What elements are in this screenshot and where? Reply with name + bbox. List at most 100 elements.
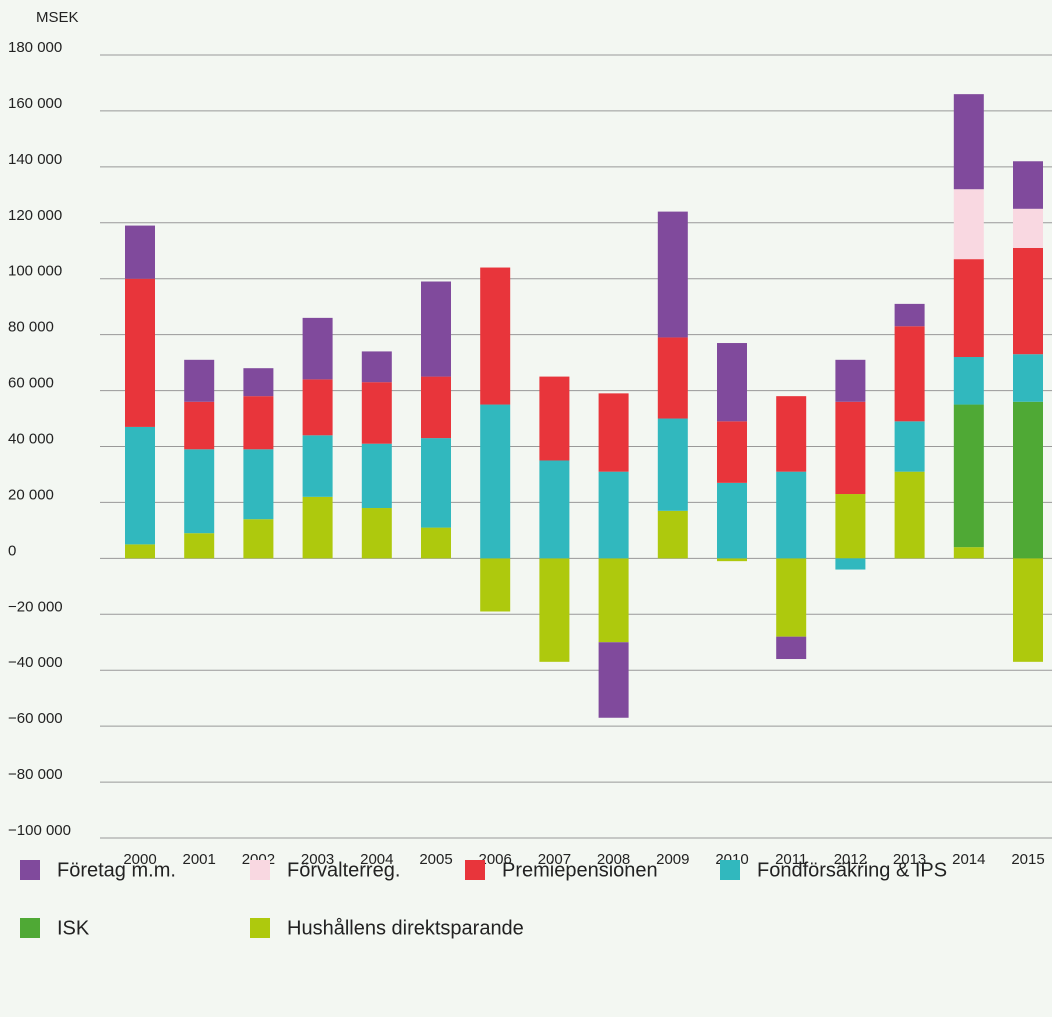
x-tick-label: 2003	[301, 851, 334, 868]
legend-swatch	[250, 918, 270, 938]
bar-segment	[598, 393, 629, 472]
bar-segment	[539, 376, 570, 461]
bar-segment	[480, 267, 511, 405]
bar-segment	[302, 317, 333, 380]
bar-segment	[598, 642, 629, 718]
bar-segment	[953, 547, 984, 559]
y-tick-label: 140 000	[8, 151, 62, 168]
y-tick-label: 60 000	[8, 375, 54, 392]
y-tick-label: −80 000	[8, 766, 63, 783]
y-tick-label: 80 000	[8, 319, 54, 336]
bar-segment	[243, 449, 274, 520]
y-axis-label: MSEK	[36, 9, 79, 26]
bar-segment	[1013, 401, 1043, 559]
bar-segment	[302, 496, 333, 559]
y-tick-label: −20 000	[8, 598, 63, 615]
x-tick-label: 2013	[893, 851, 926, 868]
bar-segment	[125, 278, 155, 427]
x-tick-label: 2008	[597, 851, 630, 868]
bar-segment	[953, 404, 984, 548]
bar-segment	[717, 482, 747, 559]
bar-segment	[480, 558, 511, 612]
x-tick-label: 2015	[1011, 851, 1044, 868]
bar-segment	[302, 435, 333, 497]
bar-segment	[598, 558, 629, 643]
bar-segment	[125, 544, 155, 559]
bar-segment	[125, 225, 155, 279]
bar-segment	[776, 396, 807, 472]
y-tick-label: −100 000	[8, 822, 71, 839]
x-tick-label: 2006	[479, 851, 512, 868]
x-tick-label: 2004	[360, 851, 393, 868]
bar-segment	[184, 449, 215, 534]
legend-swatch	[20, 860, 40, 880]
bar-segment	[243, 368, 274, 397]
bar-segment	[1013, 558, 1043, 662]
y-tick-label: −40 000	[8, 654, 63, 671]
x-tick-label: 2007	[538, 851, 571, 868]
bar-segment	[421, 527, 451, 559]
bar-segment	[657, 510, 688, 559]
x-tick-label: 2014	[952, 851, 985, 868]
legend-swatch	[465, 860, 485, 880]
bar-segment	[480, 404, 511, 559]
y-tick-label: 120 000	[8, 207, 62, 224]
legend-swatch	[250, 860, 270, 880]
bar-segment	[302, 379, 333, 436]
bar-segment	[539, 558, 570, 662]
bar-segment	[184, 401, 215, 450]
legend-label: Förvalterreg.	[287, 859, 400, 881]
bar-segment	[657, 211, 688, 338]
bar-segment	[953, 189, 984, 260]
bar-segment	[421, 376, 451, 439]
bar-segment	[835, 558, 866, 570]
bar-segment	[717, 421, 747, 483]
bar-segment	[894, 421, 925, 472]
y-tick-label: 180 000	[8, 39, 62, 56]
bar-segment	[184, 359, 215, 402]
bar-segment	[953, 94, 984, 190]
bar-segment	[243, 519, 274, 559]
legend-swatch	[20, 918, 40, 938]
y-tick-label: 160 000	[8, 95, 62, 112]
bar-segment	[598, 471, 629, 559]
legend-label: ISK	[57, 917, 90, 939]
y-tick-label: 20 000	[8, 486, 54, 503]
bar-segment	[776, 558, 807, 637]
bar-segment	[421, 281, 451, 377]
x-tick-label: 2009	[656, 851, 689, 868]
bar-segment	[1013, 247, 1043, 355]
legend-label: Fondförsäkring & IPS	[757, 859, 947, 881]
bar-segment	[125, 426, 155, 545]
bar-segment	[184, 533, 215, 559]
y-tick-label: 100 000	[8, 263, 62, 280]
bar-segment	[717, 343, 747, 422]
legend-label: Hushållens direktsparande	[287, 917, 524, 939]
legend-label: Premiepensionen	[502, 859, 658, 881]
x-tick-label: 2011	[775, 851, 807, 868]
bar-segment	[361, 443, 392, 509]
x-tick-label: 2000	[123, 851, 156, 868]
bar-segment	[894, 326, 925, 422]
bar-segment	[835, 359, 866, 402]
y-tick-label: 40 000	[8, 430, 54, 447]
bar-segment	[1013, 161, 1043, 209]
bar-segment	[361, 382, 392, 444]
bar-segment	[953, 357, 984, 405]
y-tick-label: 0	[8, 542, 16, 559]
bar-segment	[776, 636, 807, 660]
bar-segment	[776, 471, 807, 559]
bar-segment	[835, 494, 866, 559]
bar-segment	[717, 558, 747, 562]
x-tick-label: 2005	[419, 851, 452, 868]
bar-segment	[421, 438, 451, 528]
bar-segment	[657, 337, 688, 419]
bar-segment	[835, 401, 866, 495]
bar-segment	[657, 418, 688, 511]
bar-segment	[539, 460, 570, 559]
bar-segment	[894, 471, 925, 559]
bar-segment	[361, 351, 392, 383]
bar-segment	[243, 396, 274, 450]
bar-segment	[1013, 208, 1043, 248]
